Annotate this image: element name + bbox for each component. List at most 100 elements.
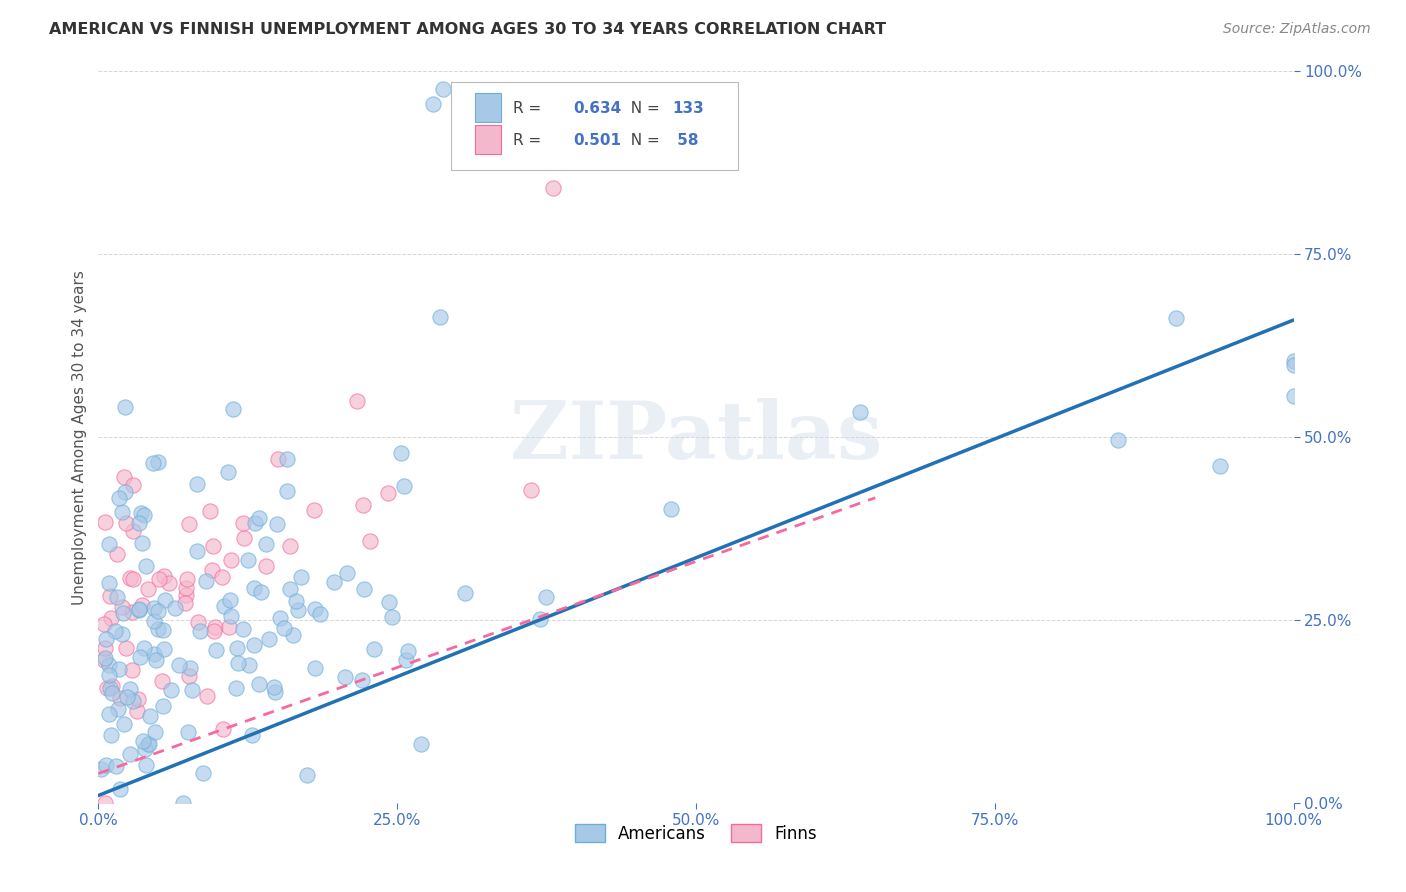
Point	[152, 641, 174, 656]
Point	[139, 709, 162, 723]
Point	[115, 690, 138, 705]
Point	[392, 479, 415, 493]
Point	[152, 699, 174, 714]
Point	[290, 569, 312, 583]
Point	[278, 582, 301, 596]
Point	[218, 620, 240, 634]
Point	[323, 574, 346, 589]
Point	[1282, 389, 1305, 403]
Point	[429, 310, 451, 324]
Point	[389, 446, 412, 460]
Point	[136, 737, 159, 751]
Point	[422, 97, 444, 112]
Point	[136, 582, 159, 596]
Point	[100, 610, 122, 624]
Point	[411, 737, 433, 751]
Point	[263, 680, 285, 694]
Point	[159, 683, 181, 698]
Point	[135, 757, 157, 772]
Point	[131, 536, 153, 550]
Point	[121, 694, 143, 708]
Point	[661, 501, 683, 516]
Point	[167, 658, 190, 673]
Point	[110, 599, 132, 614]
Point	[138, 737, 160, 751]
Point	[121, 663, 143, 677]
Point	[110, 782, 132, 797]
Point	[201, 539, 224, 553]
FancyBboxPatch shape	[475, 125, 501, 154]
Point	[278, 539, 301, 553]
Text: 0.501: 0.501	[572, 133, 621, 148]
Point	[179, 661, 201, 675]
Point	[242, 638, 264, 652]
Point	[181, 682, 204, 697]
Point	[247, 511, 270, 525]
Point	[97, 658, 120, 673]
Text: AMERICAN VS FINNISH UNEMPLOYMENT AMONG AGES 30 TO 34 YEARS CORRELATION CHART: AMERICAN VS FINNISH UNEMPLOYMENT AMONG A…	[49, 22, 886, 37]
Point	[142, 647, 165, 661]
Point	[142, 615, 165, 629]
Point	[94, 757, 117, 772]
Point	[205, 643, 228, 657]
Point	[145, 653, 167, 667]
Point	[333, 670, 356, 684]
Point	[254, 537, 277, 551]
Point	[176, 725, 198, 739]
Point	[148, 573, 170, 587]
Point	[146, 622, 169, 636]
Point	[98, 681, 121, 695]
Point	[98, 576, 121, 591]
Point	[129, 506, 152, 520]
Point	[188, 624, 211, 638]
Point	[148, 455, 170, 469]
Point	[93, 617, 115, 632]
Point	[211, 722, 233, 736]
Point	[112, 470, 135, 484]
Point	[150, 674, 173, 689]
Point	[1282, 358, 1305, 372]
Point	[238, 657, 260, 672]
Text: 58: 58	[672, 133, 699, 148]
Point	[131, 598, 153, 612]
Point	[97, 537, 120, 551]
Point	[346, 393, 368, 408]
Point	[176, 581, 198, 595]
Point	[176, 573, 198, 587]
Point	[529, 612, 551, 626]
Point	[145, 725, 167, 739]
Point	[266, 516, 288, 531]
FancyBboxPatch shape	[475, 93, 501, 122]
Point	[269, 611, 291, 625]
Point	[217, 466, 239, 480]
Point	[134, 508, 156, 523]
Point	[132, 734, 155, 748]
Point	[121, 524, 143, 539]
Y-axis label: Unemployment Among Ages 30 to 34 years: Unemployment Among Ages 30 to 34 years	[72, 269, 87, 605]
Point	[273, 621, 295, 635]
Point	[114, 516, 136, 531]
Point	[127, 704, 149, 718]
Point	[336, 566, 359, 580]
Point	[214, 599, 236, 613]
Point	[295, 767, 318, 781]
Point	[1107, 434, 1129, 448]
Text: ZIPatlas: ZIPatlas	[510, 398, 882, 476]
Point	[191, 766, 214, 780]
Point	[250, 584, 273, 599]
Point	[377, 486, 399, 500]
Point	[187, 615, 209, 630]
Text: R =: R =	[513, 101, 547, 116]
Point	[122, 572, 145, 586]
Point	[200, 504, 222, 518]
Point	[111, 505, 134, 519]
Text: 133: 133	[672, 101, 704, 116]
Point	[225, 681, 247, 695]
Point	[1209, 458, 1232, 473]
Point	[132, 640, 155, 655]
Point	[146, 604, 169, 618]
Point	[94, 796, 117, 810]
Point	[120, 681, 142, 696]
Point	[453, 586, 475, 600]
Point	[276, 452, 298, 467]
